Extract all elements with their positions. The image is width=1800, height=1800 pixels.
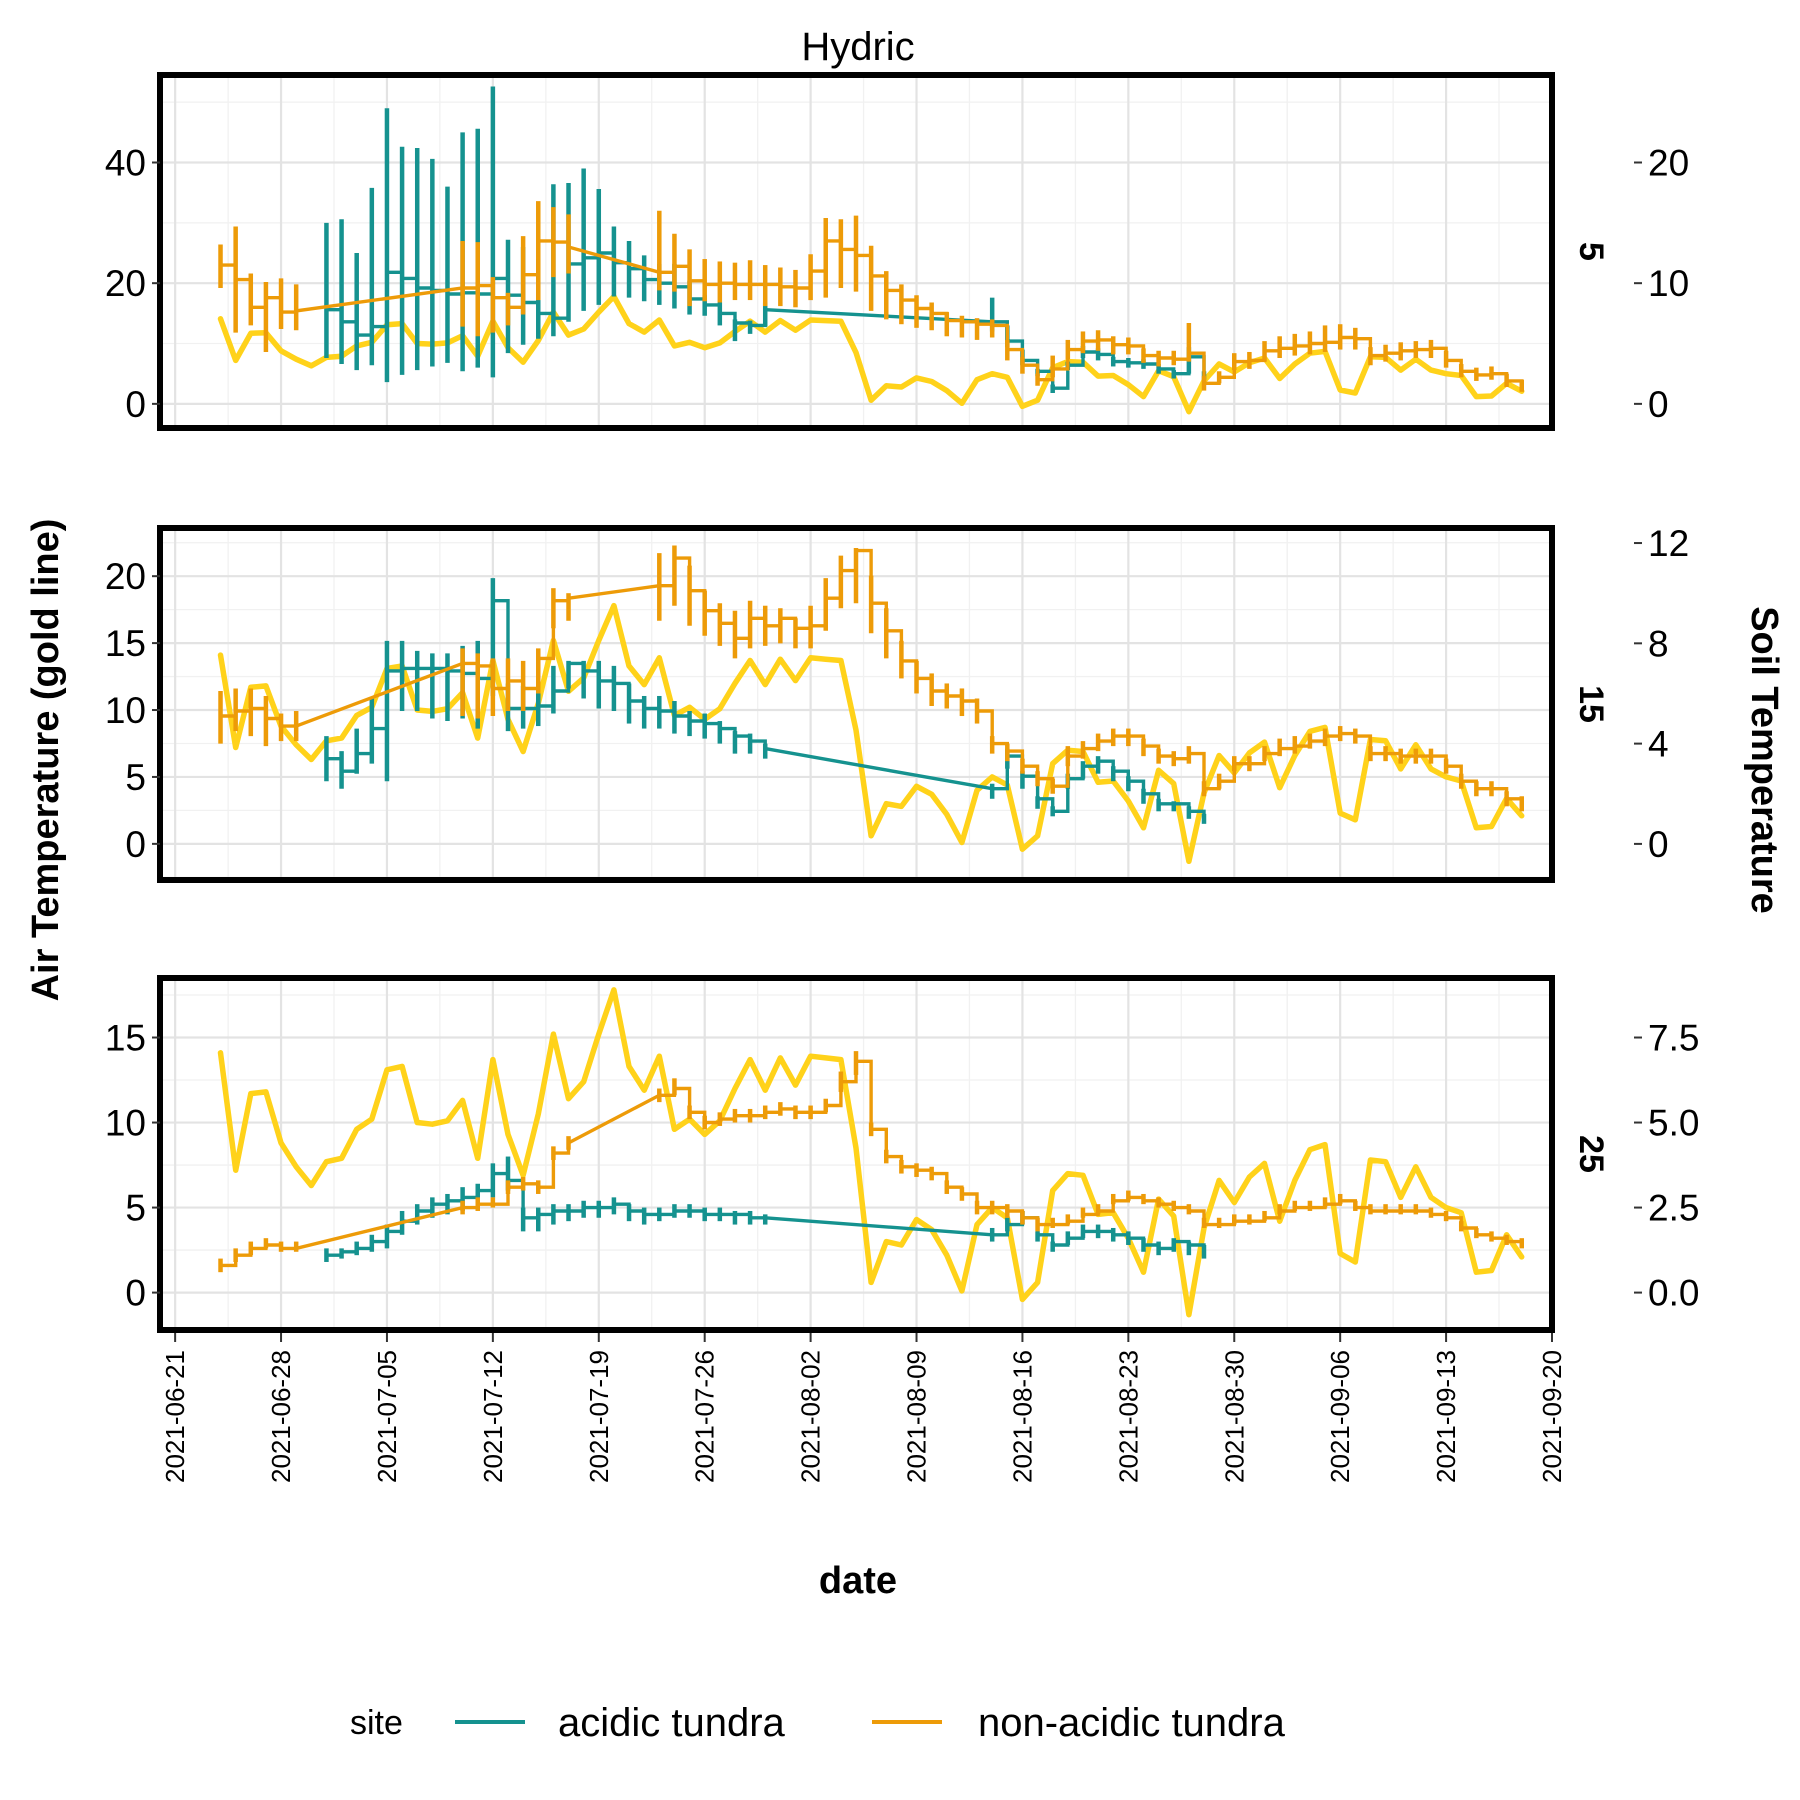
right-tick-label: 2.5 [1648,1188,1699,1229]
air-temperature-line [217,602,1525,865]
strip-label: 15 [1572,685,1610,723]
right-tick-label: 20 [1648,142,1689,183]
left-tick-label: 15 [105,1018,146,1059]
series-non-acidic-tundra [218,201,1524,392]
left-tick-label: 40 [105,142,146,183]
panel-15: 0 5 10 15 20 0 4 8 12 15 [105,523,1689,883]
legend: site acidic tundra non-acidic tundra [350,1701,1286,1745]
left-tick-label: 10 [105,690,146,731]
right-tick-label: 12 [1648,523,1689,564]
left-tick-label: 10 [105,1103,146,1144]
legend-label-acidic-tundra: acidic tundra [558,1701,786,1745]
x-tick-label: 2021-08-16 [1007,1350,1037,1483]
x-tick-label: 2021-07-12 [478,1350,508,1483]
x-tick-label: 2021-07-26 [690,1350,720,1483]
air-temperature-line [217,987,1525,1318]
right-tick-label: 10 [1648,263,1689,304]
x-tick-label: 2021-06-28 [266,1350,296,1483]
panel-frame [157,72,1555,431]
x-tick-label: 2021-08-30 [1219,1350,1249,1483]
left-tick-label: 20 [105,556,146,597]
x-tick-label: 2021-07-19 [584,1350,614,1483]
panel-5: 0 20 40 0 10 20 5 [105,72,1689,431]
panel-frame [157,525,1555,883]
right-tick-label: 8 [1648,623,1669,664]
air-temperature-line [217,293,1525,415]
x-tick-label: 2021-09-13 [1431,1350,1461,1483]
panel-25: 0 5 10 15 0.0 2.5 5.0 7.5 25 [105,975,1699,1333]
right-tick-label: 7.5 [1648,1018,1699,1059]
series-non-acidic-tundra [218,545,1524,812]
x-tick-label: 2021-06-21 [160,1350,190,1483]
left-tick-label: 15 [105,623,146,664]
y-axis-title-right: Soil Temperature [1743,606,1785,914]
right-tick-label: 0.0 [1648,1273,1699,1314]
strip-label: 25 [1572,1135,1610,1173]
panels: 0 20 40 0 10 20 5 0 5 10 15 20 0 4 8 12 15 0 5 10 15 0.0 2.5 5.… [105,72,1699,1333]
x-axis-title: date [819,1560,897,1602]
series-non-acidic-tundra [218,1051,1524,1273]
panel-frame [157,975,1555,1333]
x-tick-label: 2021-08-02 [796,1350,826,1483]
right-tick-label: 5.0 [1648,1103,1699,1144]
x-axis: 2021-06-21 2021-06-28 2021-07-05 2021-07-12… [160,1333,1567,1483]
y-axis-title-left: Air Temperature (gold line) [25,519,67,1002]
left-tick-label: 0 [125,384,146,425]
left-tick-label: 0 [125,1273,146,1314]
right-tick-label: 0 [1648,824,1669,865]
left-tick-label: 0 [125,824,146,865]
x-tick-label: 2021-08-23 [1113,1350,1143,1483]
legend-label-non-acidic-tundra: non-acidic tundra [978,1701,1286,1745]
left-tick-label: 20 [105,263,146,304]
strip-label: 5 [1572,242,1610,261]
x-tick-label: 2021-07-05 [372,1350,402,1483]
right-tick-label: 0 [1648,384,1669,425]
legend-title: site [350,1704,403,1742]
left-tick-label: 5 [125,1188,146,1229]
x-tick-label: 2021-09-06 [1325,1350,1355,1483]
right-tick-label: 4 [1648,724,1669,765]
x-tick-label: 2021-08-09 [902,1350,932,1483]
x-tick-label: 2021-09-20 [1537,1350,1567,1483]
panel-title: Hydric [801,25,914,69]
left-tick-label: 5 [125,757,146,798]
